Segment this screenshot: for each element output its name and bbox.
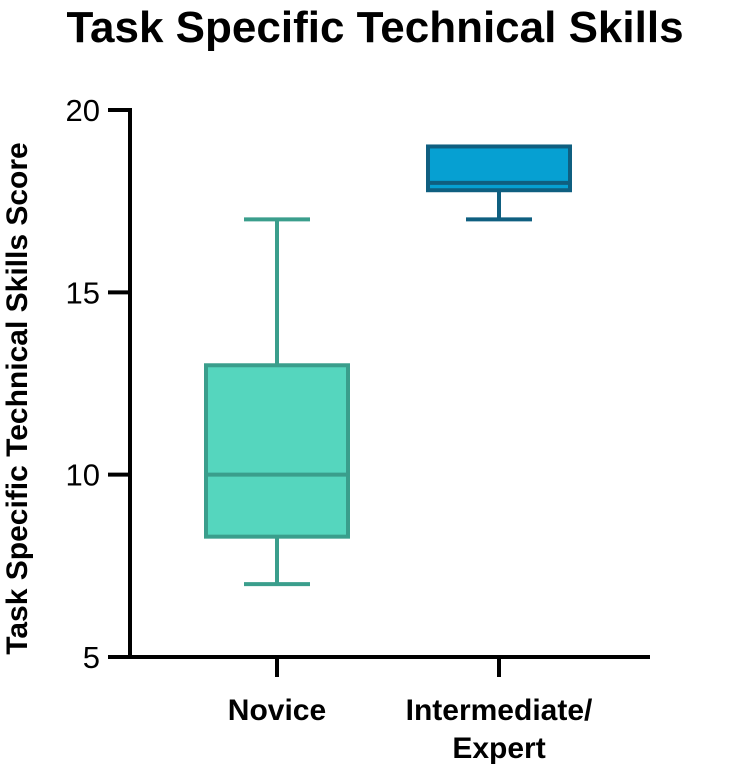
labels-layer: 5 10 15 20 Novice Intermediate/Expert Task Spe…: [1, 93, 593, 765]
x-tick-label: Intermediate/: [406, 694, 593, 727]
y-tick-label: 5: [83, 640, 100, 675]
y-tick-label: 10: [66, 458, 100, 493]
chart-title: Task Specific Technical Skills: [66, 3, 684, 52]
y-tick-label: 20: [66, 93, 100, 128]
x-tick-label: Novice: [228, 694, 326, 727]
y-axis-title: Task Specific Technical Skills Score: [1, 142, 34, 654]
box-group-1: [426, 144, 572, 222]
axes-layer: [108, 108, 650, 677]
boxes-layer: [204, 144, 572, 587]
iqr-box: [204, 363, 350, 539]
y-tick-label: 15: [66, 275, 100, 310]
box-group-0: [204, 217, 350, 587]
x-tick-label: Expert: [452, 732, 545, 765]
